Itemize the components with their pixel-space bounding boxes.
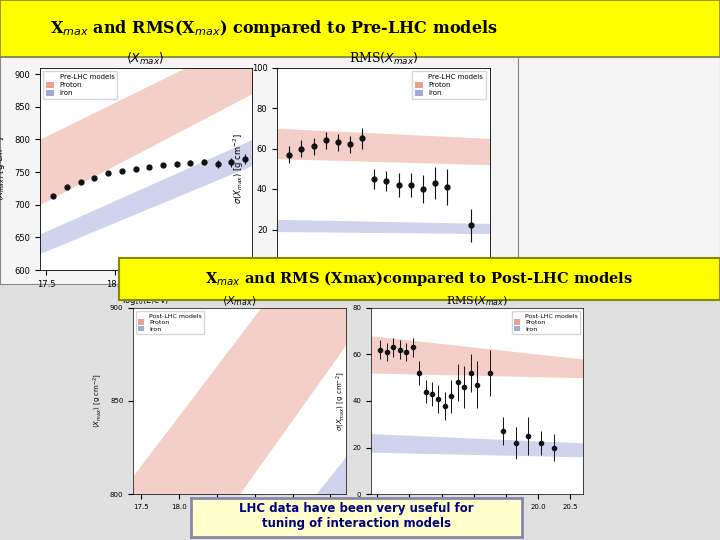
Legend: Post-LHC models, Proton, Iron: Post-LHC models, Proton, Iron: [136, 311, 204, 334]
Title: $\langle X_{max}\rangle$: $\langle X_{max}\rangle$: [127, 51, 165, 68]
X-axis label: log$_{10}$(E/eV): log$_{10}$(E/eV): [220, 515, 259, 525]
Y-axis label: $\sigma(X_{max})$ [g cm$^{-2}$]: $\sigma(X_{max})$ [g cm$^{-2}$]: [334, 371, 346, 431]
Title: RMS$(X_{max})$: RMS$(X_{max})$: [348, 51, 418, 68]
Text: X$_{max}$ and RMS(X$_{max}$) compared to Pre-LHC models: X$_{max}$ and RMS(X$_{max}$) compared to…: [50, 18, 498, 39]
X-axis label: log$_{10}$(E/eV): log$_{10}$(E/eV): [457, 515, 497, 525]
Y-axis label: $\langle X_{max}\rangle$ [g cm$^{-2}$]: $\langle X_{max}\rangle$ [g cm$^{-2}$]: [91, 373, 104, 429]
X-axis label: log$_{10}$(E/eV): log$_{10}$(E/eV): [122, 294, 169, 307]
Legend: Pre-LHC models, Proton, Iron: Pre-LHC models, Proton, Iron: [43, 71, 117, 99]
Text: LHC data have been very useful for
tuning of interaction models: LHC data have been very useful for tunin…: [239, 502, 474, 530]
Title: $\langle X_{max}\rangle$: $\langle X_{max}\rangle$: [222, 294, 257, 308]
Legend: Post-LHC models, Proton, Iron: Post-LHC models, Proton, Iron: [513, 311, 580, 334]
Legend: Pre-LHC models, Proton, Iron: Pre-LHC models, Proton, Iron: [412, 71, 486, 99]
Y-axis label: $\langle X_{max}\rangle$ [g cm$^{-2}$]: $\langle X_{max}\rangle$ [g cm$^{-2}$]: [0, 136, 9, 201]
Y-axis label: $\sigma(X_{max})$ [g cm$^{-2}$]: $\sigma(X_{max})$ [g cm$^{-2}$]: [232, 133, 246, 204]
Title: RMS$(X_{max})$: RMS$(X_{max})$: [446, 294, 508, 308]
Text: X$_{max}$ and RMS (Xmax)compared to Post-LHC models: X$_{max}$ and RMS (Xmax)compared to Post…: [205, 269, 634, 288]
